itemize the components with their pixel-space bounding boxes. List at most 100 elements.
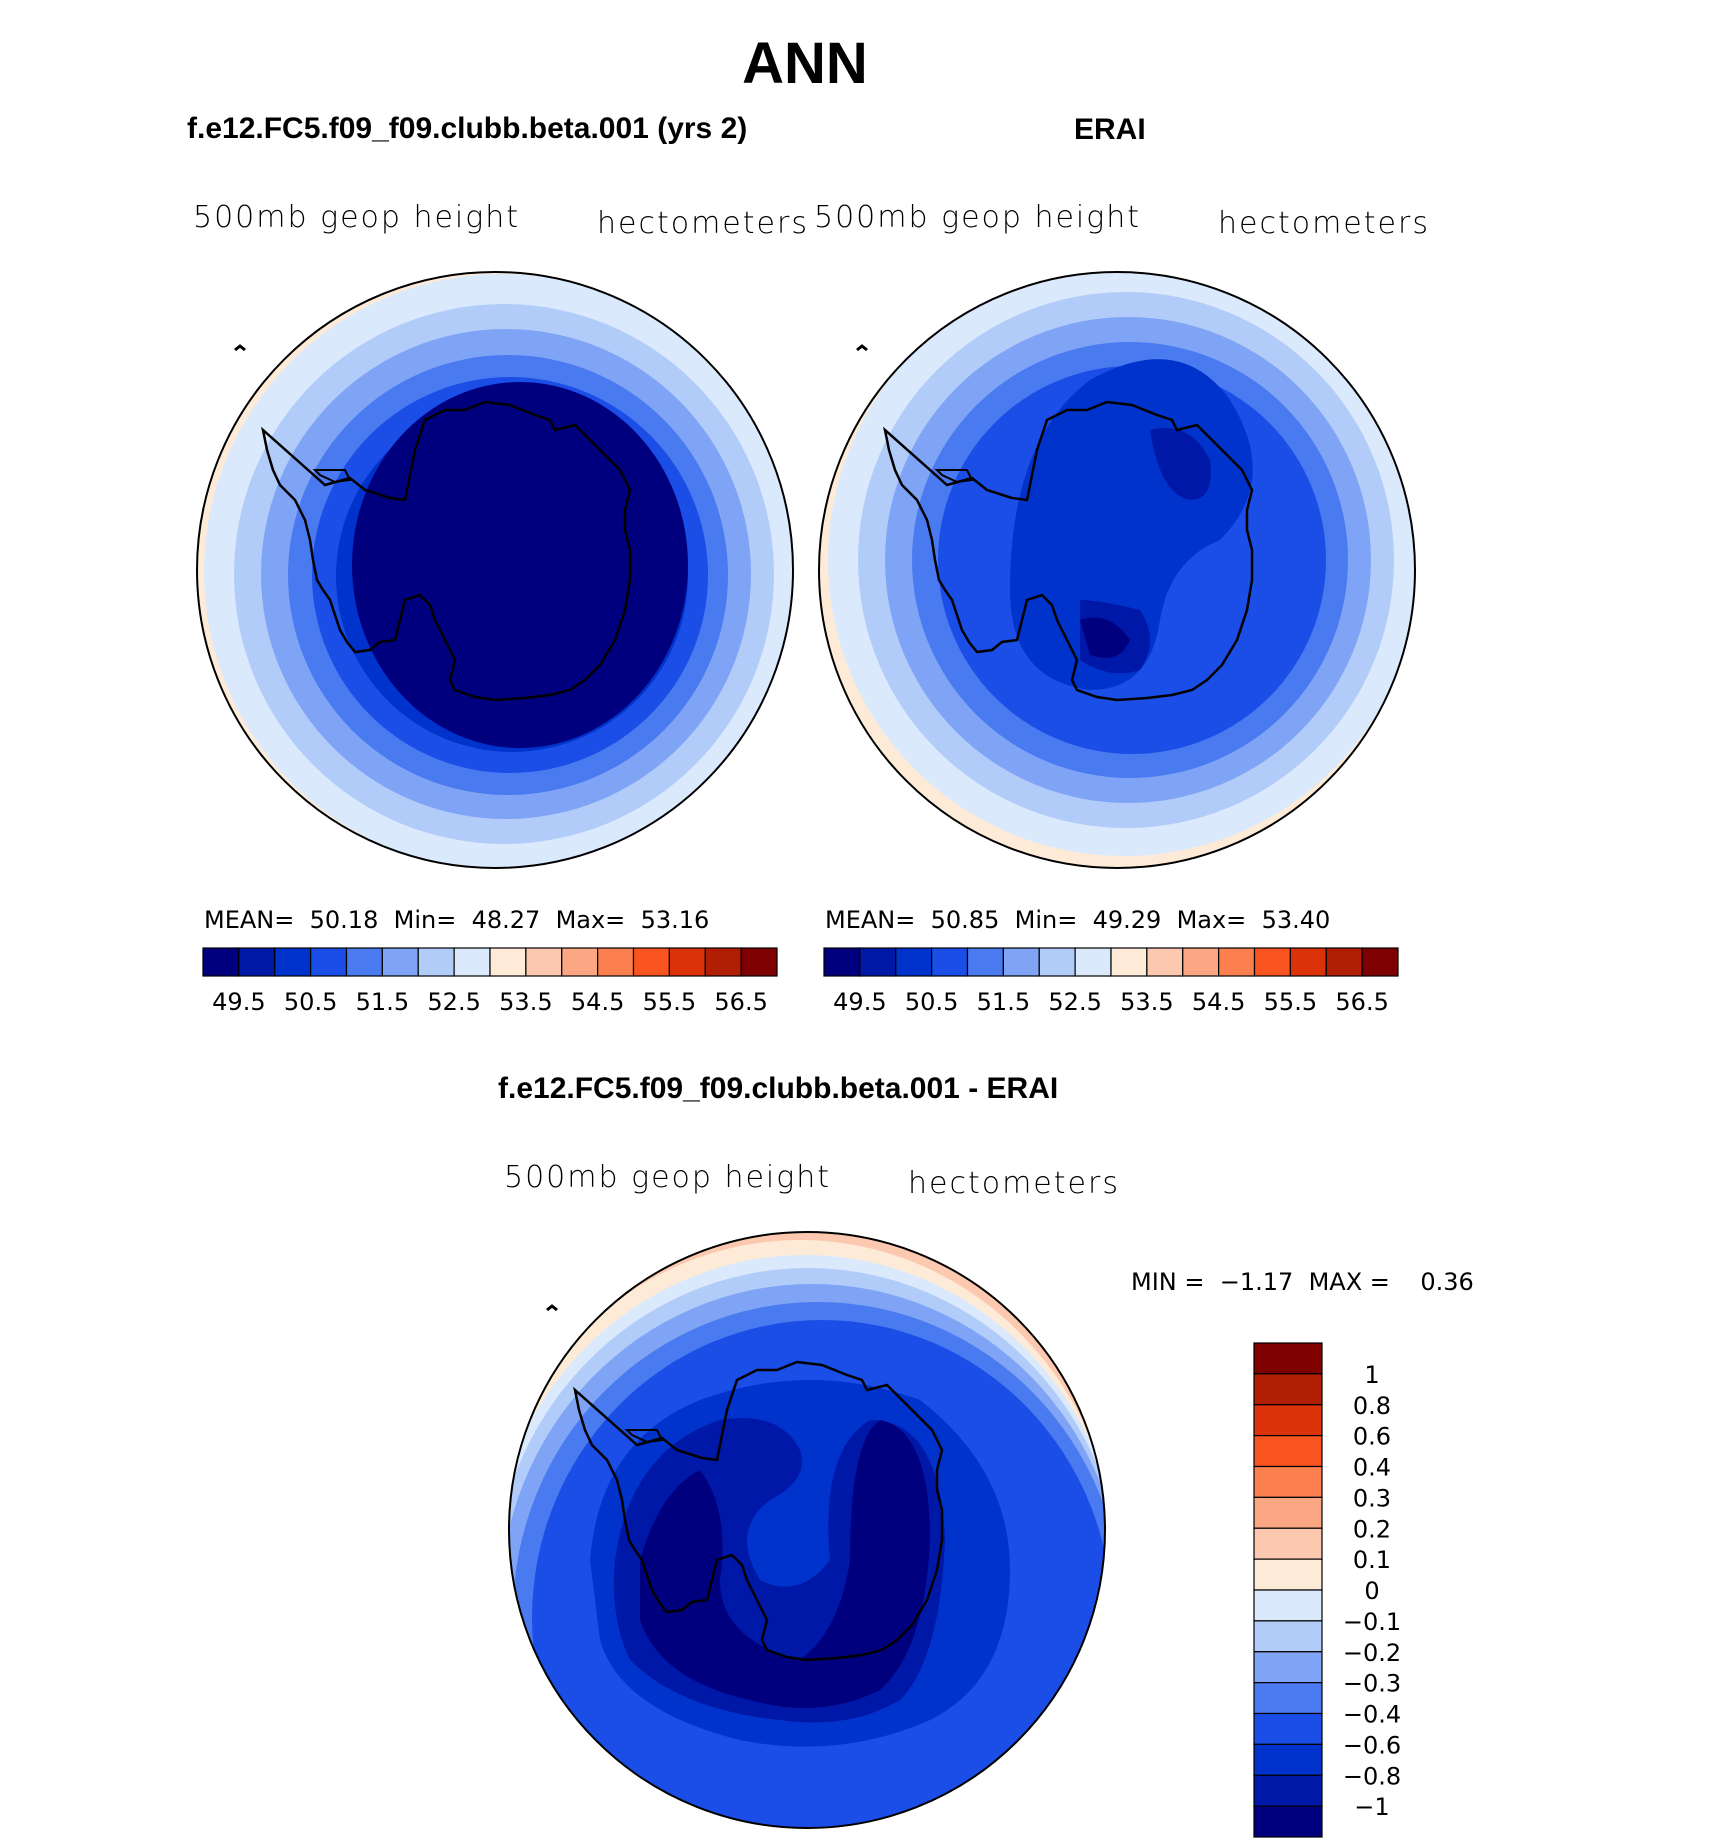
colorbar-swatch bbox=[1253, 1404, 1323, 1437]
antarctica-coastline bbox=[234, 344, 632, 702]
panel2-units-label: hectometers bbox=[1218, 206, 1430, 241]
colorbar-swatch bbox=[417, 947, 455, 977]
max-label: MAX = bbox=[1308, 1268, 1390, 1296]
colorbar-swatch bbox=[1253, 1558, 1323, 1591]
colorbar-tick-label: 49.5 bbox=[833, 988, 886, 1016]
colorbar-swatch bbox=[310, 947, 348, 977]
min-label: MIN = bbox=[1131, 1268, 1205, 1296]
colorbar-swatch bbox=[1182, 947, 1220, 977]
mean-label: MEAN= bbox=[204, 906, 295, 934]
colorbar-tick-label: 0.8 bbox=[1353, 1392, 1391, 1420]
mean-label: MEAN= bbox=[825, 906, 916, 934]
colorbar-swatch bbox=[489, 947, 527, 977]
map-erai-border bbox=[818, 271, 1416, 869]
colorbar-swatch bbox=[895, 947, 933, 977]
colorbar-tick-label: −0.6 bbox=[1343, 1731, 1401, 1759]
map-model bbox=[197, 272, 793, 868]
colorbar-tick-label: −0.1 bbox=[1343, 1608, 1401, 1636]
contour-band bbox=[1080, 617, 1130, 658]
mean-value: 50.85 bbox=[930, 906, 1000, 934]
colorbar-swatch bbox=[1361, 947, 1399, 977]
panel2-case-title: ERAI bbox=[1074, 113, 1146, 146]
colorbar-swatch bbox=[1253, 1774, 1323, 1807]
colorbar-swatch bbox=[1253, 1620, 1323, 1653]
contour-band bbox=[352, 382, 688, 748]
colorbar-tick-label: 50.5 bbox=[905, 988, 958, 1016]
colorbar-swatch bbox=[381, 947, 419, 977]
colorbar-model: 49.5 50.5 51.5 52.5 53.5 54.5 55.5 56.5 bbox=[202, 947, 778, 1016]
mean-value: 50.18 bbox=[309, 906, 379, 934]
colorbar-swatch bbox=[1253, 1496, 1323, 1529]
colorbar-swatch bbox=[238, 947, 276, 977]
map-model-border bbox=[196, 271, 794, 869]
panel3-units-label: hectometers bbox=[908, 1166, 1120, 1201]
colorbar-tick-label: 49.5 bbox=[212, 988, 265, 1016]
contour-band bbox=[1150, 428, 1211, 500]
max-value: 0.36 bbox=[1420, 1268, 1474, 1296]
contour-band bbox=[640, 1420, 930, 1708]
colorbar-tick-label: −1 bbox=[1354, 1793, 1389, 1821]
panel2-variable-label: 500mb geop height bbox=[814, 200, 1142, 235]
colorbar-swatch bbox=[453, 947, 491, 977]
colorbar-tick-label: 52.5 bbox=[1048, 988, 1101, 1016]
colorbar-tick-label: 0.2 bbox=[1353, 1515, 1391, 1543]
colorbar-swatch bbox=[525, 947, 563, 977]
min-label: Min= bbox=[393, 906, 457, 934]
colorbar-tick-label: 56.5 bbox=[1335, 988, 1388, 1016]
colorbar-swatch bbox=[1253, 1373, 1323, 1406]
colorbar-tick-label: −0.3 bbox=[1343, 1670, 1401, 1698]
min-value: −1.17 bbox=[1219, 1268, 1294, 1296]
colorbar-swatch bbox=[1110, 947, 1148, 977]
colorbar-swatch bbox=[823, 947, 861, 977]
colorbar-tick-label: 50.5 bbox=[284, 988, 337, 1016]
colorbar-swatch bbox=[1253, 947, 1291, 977]
map-difference-border bbox=[508, 1231, 1106, 1829]
colorbar-tick-label: 52.5 bbox=[427, 988, 480, 1016]
antarctica-coastline bbox=[856, 344, 1254, 702]
colorbar-swatch bbox=[202, 947, 240, 977]
colorbar-swatch bbox=[740, 947, 778, 977]
colorbar-swatch bbox=[1289, 947, 1327, 977]
colorbar-swatch bbox=[1218, 947, 1256, 977]
colorbar-tick-label: 53.5 bbox=[499, 988, 552, 1016]
map-difference bbox=[509, 1232, 1105, 1828]
colorbar-swatch bbox=[1253, 1435, 1323, 1468]
colorbar-tick-label: 51.5 bbox=[977, 988, 1030, 1016]
colorbar-swatch bbox=[1002, 947, 1040, 977]
colorbar-swatch bbox=[1074, 947, 1112, 977]
colorbar-difference: 1 0.8 0.6 0.40.3 0.2 0.1 0 −0.1 −0.2 −0.3 −0.4−0.6… bbox=[1253, 1342, 1401, 1838]
colorbar-tick-label: 54.5 bbox=[571, 988, 624, 1016]
colorbar-swatch bbox=[931, 947, 969, 977]
colorbar-swatch bbox=[966, 947, 1004, 977]
figure-title: ANN bbox=[742, 31, 868, 96]
colorbar-swatch bbox=[1253, 1465, 1323, 1498]
colorbar-swatch bbox=[1253, 1743, 1323, 1776]
colorbar-tick-label: 55.5 bbox=[1264, 988, 1317, 1016]
colorbar-tick-label: 0.6 bbox=[1353, 1423, 1391, 1451]
colorbar-swatch bbox=[597, 947, 635, 977]
colorbar-swatch bbox=[704, 947, 742, 977]
colorbar-tick-label: 0.1 bbox=[1353, 1546, 1391, 1574]
panel1-units-label: hectometers bbox=[597, 206, 809, 241]
max-value: 53.40 bbox=[1261, 906, 1331, 934]
colorbar-tick-label: 55.5 bbox=[643, 988, 696, 1016]
colorbar-swatch bbox=[1253, 1682, 1323, 1715]
panel1-case-title: f.e12.FC5.f09_f09.clubb.beta.001 (yrs 2) bbox=[187, 112, 748, 145]
antarctica-coastline bbox=[546, 1304, 944, 1662]
colorbar-swatch bbox=[1325, 947, 1363, 977]
colorbar-tick-label: 0 bbox=[1364, 1577, 1379, 1605]
panel1-variable-label: 500mb geop height bbox=[193, 200, 521, 235]
colorbar-tick-label: 0.3 bbox=[1353, 1484, 1391, 1512]
panel2-stats: MEAN= 50.85 Min= 49.29 Max= 53.40 bbox=[825, 906, 1330, 934]
colorbar-swatch bbox=[561, 947, 599, 977]
colorbar-swatch bbox=[345, 947, 383, 977]
colorbar-swatch bbox=[1253, 1805, 1323, 1838]
colorbar-swatch bbox=[1038, 947, 1076, 977]
colorbar-swatch bbox=[859, 947, 897, 977]
max-value: 53.16 bbox=[640, 906, 710, 934]
colorbar-swatch bbox=[1253, 1527, 1323, 1560]
colorbar-tick-label: 51.5 bbox=[356, 988, 409, 1016]
min-label: Min= bbox=[1014, 906, 1078, 934]
panel3-stats: MIN = −1.17 MAX = 0.36 bbox=[1131, 1268, 1474, 1296]
